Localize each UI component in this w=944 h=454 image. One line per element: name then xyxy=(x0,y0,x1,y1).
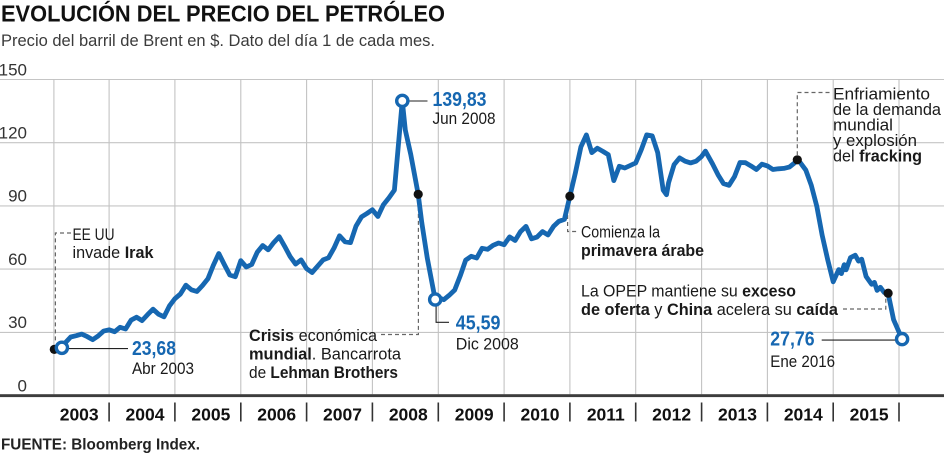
svg-text:60: 60 xyxy=(8,250,27,269)
svg-text:de la demanda: de la demanda xyxy=(833,101,942,119)
svg-text:La OPEP mantiene su exceso: La OPEP mantiene su exceso xyxy=(581,283,796,301)
svg-text:2011: 2011 xyxy=(587,405,625,425)
svg-text:2010: 2010 xyxy=(521,405,560,425)
svg-text:2006: 2006 xyxy=(257,405,296,425)
svg-text:2014: 2014 xyxy=(784,405,823,425)
svg-text:y explosión: y explosión xyxy=(833,132,917,150)
svg-text:2013: 2013 xyxy=(718,405,757,425)
svg-text:2005: 2005 xyxy=(191,405,230,425)
svg-text:30: 30 xyxy=(8,313,27,332)
svg-text:2004: 2004 xyxy=(126,405,165,425)
svg-text:Jun 2008: Jun 2008 xyxy=(433,110,496,128)
svg-text:23,68: 23,68 xyxy=(132,338,176,360)
svg-text:2015: 2015 xyxy=(850,405,889,425)
svg-text:2008: 2008 xyxy=(389,405,428,425)
svg-text:mundial. Bancarrota: mundial. Bancarrota xyxy=(249,346,402,364)
svg-text:mundial: mundial xyxy=(833,117,893,135)
svg-text:2012: 2012 xyxy=(652,405,691,425)
svg-text:Precio del barril de Brent en: Precio del barril de Brent en $. Dato de… xyxy=(1,31,435,50)
svg-text:Crisis económica: Crisis económica xyxy=(249,327,378,345)
svg-text:120: 120 xyxy=(0,124,27,143)
svg-text:2003: 2003 xyxy=(60,405,99,425)
svg-text:Abr 2003: Abr 2003 xyxy=(132,360,194,378)
svg-text:27,76: 27,76 xyxy=(770,329,814,351)
svg-text:0: 0 xyxy=(18,376,27,395)
svg-text:FUENTE: Bloomberg Index.: FUENTE: Bloomberg Index. xyxy=(1,437,200,454)
svg-text:150: 150 xyxy=(0,60,27,79)
svg-text:139,83: 139,83 xyxy=(433,89,487,111)
svg-text:EE UU: EE UU xyxy=(73,226,115,244)
svg-text:del fracking: del fracking xyxy=(833,148,922,166)
svg-text:2009: 2009 xyxy=(455,405,494,425)
svg-text:primavera árabe: primavera árabe xyxy=(581,242,704,260)
svg-text:de Lehman Brothers: de Lehman Brothers xyxy=(249,364,398,382)
svg-text:Comienza la: Comienza la xyxy=(581,224,661,242)
svg-text:Dic 2008: Dic 2008 xyxy=(456,335,519,353)
svg-text:45,59: 45,59 xyxy=(456,312,501,334)
svg-text:EVOLUCIÓN DEL PRECIO DEL PETRÓ: EVOLUCIÓN DEL PRECIO DEL PETRÓLEO xyxy=(1,0,445,27)
svg-text:de oferta y China acelera su: de oferta y China acelera su caída xyxy=(581,301,839,319)
svg-text:Enfriamiento: Enfriamiento xyxy=(833,86,930,104)
svg-text:Ene 2016: Ene 2016 xyxy=(770,353,835,371)
svg-text:2007: 2007 xyxy=(323,405,362,425)
svg-text:90: 90 xyxy=(8,187,27,206)
svg-text:invade Irak: invade Irak xyxy=(73,244,155,262)
